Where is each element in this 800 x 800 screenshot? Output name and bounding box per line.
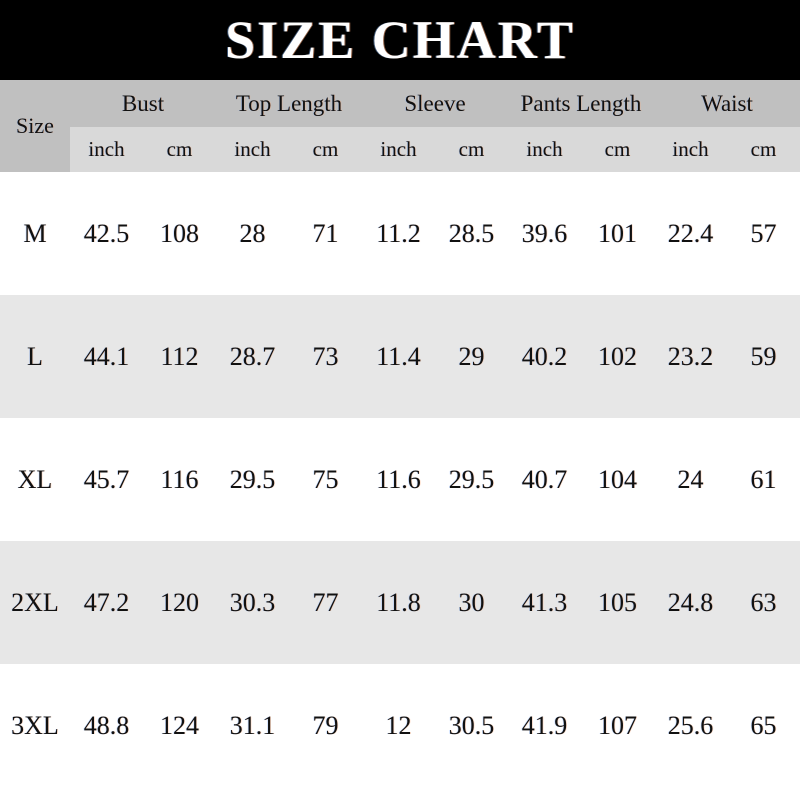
page-title: SIZE CHART	[225, 10, 575, 70]
cell-top-length-cm: 75	[289, 418, 362, 541]
column-group-pants-length: Pants Length	[508, 80, 654, 127]
cell-waist-inch: 24.8	[654, 541, 727, 664]
cell-pants-length-inch: 41.3	[508, 541, 581, 664]
unit-header-waist-cm: cm	[727, 127, 800, 172]
table-body: M 42.5 108 28 71 11.2 28.5 39.6 101 22.4…	[0, 172, 800, 787]
cell-pants-length-cm: 107	[581, 664, 654, 787]
column-group-top-length: Top Length	[216, 80, 362, 127]
cell-bust-cm: 108	[143, 172, 216, 295]
cell-size: 2XL	[0, 541, 70, 664]
cell-top-length-inch: 30.3	[216, 541, 289, 664]
cell-bust-inch: 48.8	[70, 664, 143, 787]
cell-waist-cm: 65	[727, 664, 800, 787]
cell-pants-length-inch: 40.2	[508, 295, 581, 418]
unit-header-pants-length-cm: cm	[581, 127, 654, 172]
cell-top-length-inch: 31.1	[216, 664, 289, 787]
cell-sleeve-inch: 11.4	[362, 295, 435, 418]
cell-bust-inch: 42.5	[70, 172, 143, 295]
column-group-waist: Waist	[654, 80, 800, 127]
cell-sleeve-cm: 29	[435, 295, 508, 418]
cell-waist-inch: 23.2	[654, 295, 727, 418]
cell-waist-cm: 59	[727, 295, 800, 418]
cell-pants-length-cm: 102	[581, 295, 654, 418]
column-group-sleeve: Sleeve	[362, 80, 508, 127]
cell-top-length-cm: 77	[289, 541, 362, 664]
cell-sleeve-cm: 30.5	[435, 664, 508, 787]
unit-header-bust-cm: cm	[143, 127, 216, 172]
unit-header-row: inch cm inch cm inch cm inch cm inch cm	[0, 127, 800, 172]
cell-size: 3XL	[0, 664, 70, 787]
cell-bust-inch: 45.7	[70, 418, 143, 541]
group-header-row: Size Bust Top Length Sleeve Pants Length…	[0, 80, 800, 172]
cell-top-length-inch: 28	[216, 172, 289, 295]
cell-top-length-cm: 73	[289, 295, 362, 418]
cell-pants-length-inch: 39.6	[508, 172, 581, 295]
cell-waist-inch: 24	[654, 418, 727, 541]
cell-bust-cm: 124	[143, 664, 216, 787]
cell-bust-cm: 120	[143, 541, 216, 664]
cell-bust-cm: 112	[143, 295, 216, 418]
cell-sleeve-cm: 30	[435, 541, 508, 664]
cell-waist-cm: 63	[727, 541, 800, 664]
cell-bust-inch: 47.2	[70, 541, 143, 664]
title-banner: SIZE CHART	[0, 0, 800, 80]
cell-top-length-inch: 29.5	[216, 418, 289, 541]
table-row: 2XL 47.2 120 30.3 77 11.8 30 41.3 105 24…	[0, 541, 800, 664]
cell-top-length-cm: 71	[289, 172, 362, 295]
cell-sleeve-inch: 11.2	[362, 172, 435, 295]
cell-pants-length-inch: 41.9	[508, 664, 581, 787]
unit-header-sleeve-inch: inch	[362, 127, 435, 172]
cell-waist-cm: 61	[727, 418, 800, 541]
cell-size: XL	[0, 418, 70, 541]
unit-header-sleeve-cm: cm	[435, 127, 508, 172]
table-row: XL 45.7 116 29.5 75 11.6 29.5 40.7 104 2…	[0, 418, 800, 541]
cell-top-length-cm: 79	[289, 664, 362, 787]
cell-waist-inch: 25.6	[654, 664, 727, 787]
cell-bust-inch: 44.1	[70, 295, 143, 418]
cell-pants-length-inch: 40.7	[508, 418, 581, 541]
cell-sleeve-inch: 11.8	[362, 541, 435, 664]
table-row: 3XL 48.8 124 31.1 79 12 30.5 41.9 107 25…	[0, 664, 800, 787]
cell-waist-cm: 57	[727, 172, 800, 295]
cell-waist-inch: 22.4	[654, 172, 727, 295]
column-header-size: Size	[0, 80, 70, 172]
cell-pants-length-cm: 101	[581, 172, 654, 295]
cell-pants-length-cm: 104	[581, 418, 654, 541]
unit-header-top-length-inch: inch	[216, 127, 289, 172]
cell-size: M	[0, 172, 70, 295]
table-row: M 42.5 108 28 71 11.2 28.5 39.6 101 22.4…	[0, 172, 800, 295]
size-chart-table: Size Bust Top Length Sleeve Pants Length…	[0, 80, 800, 787]
column-group-bust: Bust	[70, 80, 216, 127]
cell-sleeve-inch: 11.6	[362, 418, 435, 541]
cell-sleeve-inch: 12	[362, 664, 435, 787]
unit-header-pants-length-inch: inch	[508, 127, 581, 172]
cell-top-length-inch: 28.7	[216, 295, 289, 418]
unit-header-top-length-cm: cm	[289, 127, 362, 172]
cell-sleeve-cm: 28.5	[435, 172, 508, 295]
unit-header-bust-inch: inch	[70, 127, 143, 172]
cell-bust-cm: 116	[143, 418, 216, 541]
table-header: Size Bust Top Length Sleeve Pants Length…	[0, 80, 800, 172]
table-row: L 44.1 112 28.7 73 11.4 29 40.2 102 23.2…	[0, 295, 800, 418]
cell-size: L	[0, 295, 70, 418]
cell-sleeve-cm: 29.5	[435, 418, 508, 541]
cell-pants-length-cm: 105	[581, 541, 654, 664]
unit-header-waist-inch: inch	[654, 127, 727, 172]
